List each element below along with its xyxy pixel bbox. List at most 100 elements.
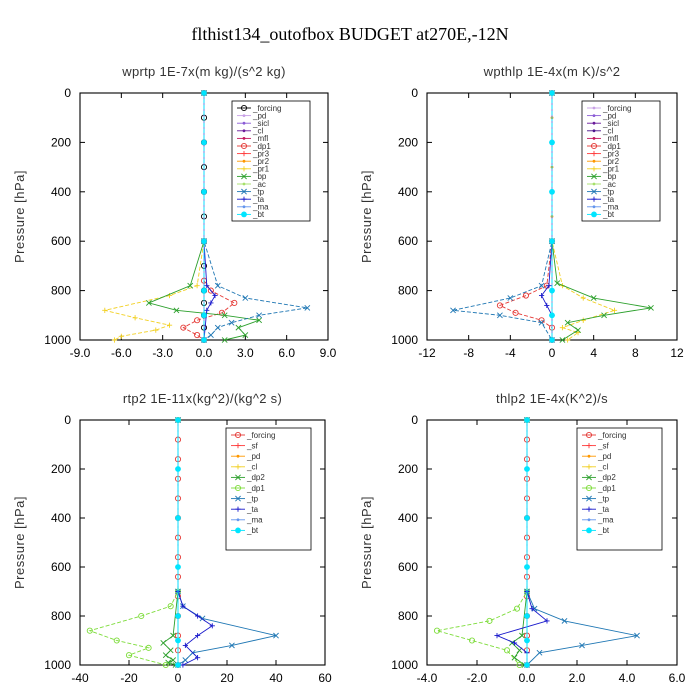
data-point xyxy=(524,564,530,570)
y-tick-label: 600 xyxy=(398,560,418,574)
legend-swatch-marker xyxy=(235,495,241,502)
x-tick-label: -6.0 xyxy=(111,346,132,360)
data-point xyxy=(524,637,530,644)
panels: wprtp 1E-7x(m kg)/(s^2 kg) Pressure [hPa]… xyxy=(12,64,686,685)
data-point xyxy=(204,283,210,289)
legend-swatch-marker xyxy=(241,173,247,180)
legend-entry: _sicl xyxy=(252,119,269,128)
data-point xyxy=(201,312,207,319)
data-point xyxy=(273,632,279,639)
data-point xyxy=(546,283,552,289)
y-tick-label: 1000 xyxy=(44,333,71,347)
x-tick-label: 9.0 xyxy=(320,346,337,360)
legend-entry: _tp xyxy=(252,187,265,196)
x-tick-label: 6.0 xyxy=(669,671,686,685)
data-point xyxy=(194,283,200,289)
data-point xyxy=(507,295,514,301)
legend-entry: _cl xyxy=(252,127,263,136)
series-line xyxy=(177,420,214,666)
legend: _forcing_pd_sicl_cl_mfl_dp1_pr3_pr2_pr1_… xyxy=(581,100,661,222)
legend-entry: _tp xyxy=(246,494,259,503)
legend-entry: _dp2 xyxy=(597,473,616,482)
data-point xyxy=(204,307,210,313)
data-point xyxy=(195,633,201,639)
legend-swatch-marker xyxy=(234,484,242,492)
y-tick-label: 0 xyxy=(411,86,418,100)
legend-entry: _bp xyxy=(252,172,267,181)
data-point xyxy=(549,139,555,146)
legend-entry: _bt xyxy=(246,526,259,535)
data-point xyxy=(145,644,152,651)
data-point xyxy=(559,325,566,331)
legend-entry: _mfl xyxy=(252,134,268,143)
data-point xyxy=(561,617,568,624)
series-bt xyxy=(201,90,207,343)
data-point xyxy=(516,661,523,669)
y-tick-label: 0 xyxy=(64,413,71,427)
data-point xyxy=(180,662,186,668)
data-point xyxy=(524,515,530,521)
legend-entry: _forcing xyxy=(252,104,281,113)
data-point xyxy=(195,613,201,619)
data-point xyxy=(575,329,581,336)
y-tick-label: 200 xyxy=(398,462,418,476)
data-point xyxy=(207,287,214,294)
data-point xyxy=(522,292,530,299)
legend-swatch-marker xyxy=(241,196,247,202)
legend-swatch-marker xyxy=(235,527,241,534)
data-point xyxy=(611,307,618,313)
data-point xyxy=(167,603,174,610)
legend-swatch-marker xyxy=(236,518,240,522)
data-point xyxy=(180,603,186,609)
data-point xyxy=(529,606,535,612)
x-tick-label: -4.0 xyxy=(417,671,438,685)
data-point xyxy=(153,327,159,333)
data-point xyxy=(166,292,173,299)
data-point xyxy=(304,304,311,311)
data-point xyxy=(162,661,169,669)
data-point xyxy=(579,642,585,649)
legend-swatch-marker xyxy=(592,182,596,186)
x-tick-label: 12 xyxy=(670,346,684,360)
legend-swatch-marker xyxy=(241,188,247,195)
data-point xyxy=(242,295,249,301)
legend-swatch-marker xyxy=(242,129,246,133)
legend-entry: _ma xyxy=(246,516,263,525)
legend-entry: _forcing xyxy=(597,431,626,440)
legend-swatch-marker xyxy=(241,211,247,218)
legend-entry: _sicl xyxy=(602,119,619,128)
panel-title: wprtp 1E-7x(m kg)/(s^2 kg) xyxy=(121,64,285,79)
x-tick-label: 8 xyxy=(632,346,639,360)
data-point xyxy=(524,662,530,668)
legend-entry: _ta xyxy=(252,195,265,204)
data-point xyxy=(212,292,218,299)
legend-entry: _pr3 xyxy=(252,149,270,158)
legend-swatch-marker xyxy=(587,518,591,522)
panel-rtp2: rtp2 1E-11x(kg^2)/(kg^2 s) Pressure [hPa]… xyxy=(12,391,332,685)
series-dp1 xyxy=(86,416,182,669)
series-line xyxy=(436,420,528,666)
data-point xyxy=(648,304,654,311)
data-point xyxy=(468,637,476,644)
y-tick-label: 800 xyxy=(51,609,71,623)
data-point xyxy=(201,139,207,146)
data-point xyxy=(433,627,441,634)
x-tick-label: 4.0 xyxy=(619,671,636,685)
data-point xyxy=(580,295,586,301)
series-line xyxy=(203,93,308,341)
legend-entry: _pr1 xyxy=(602,165,620,174)
series-line xyxy=(88,420,179,666)
data-point xyxy=(118,333,124,339)
legend-entry: _dp1 xyxy=(246,484,265,493)
data-point xyxy=(201,238,207,245)
legend-swatch-marker xyxy=(235,443,241,449)
series-dp2 xyxy=(160,417,181,668)
data-point xyxy=(170,657,177,664)
legend-entry: _ta xyxy=(246,505,259,514)
legend-entry: _pd xyxy=(246,452,260,461)
x-tick-label: -12 xyxy=(418,346,436,360)
series-line xyxy=(495,420,548,665)
x-tick-label: 3.0 xyxy=(237,346,254,360)
data-point xyxy=(486,617,493,624)
x-tick-label: -8 xyxy=(463,346,474,360)
